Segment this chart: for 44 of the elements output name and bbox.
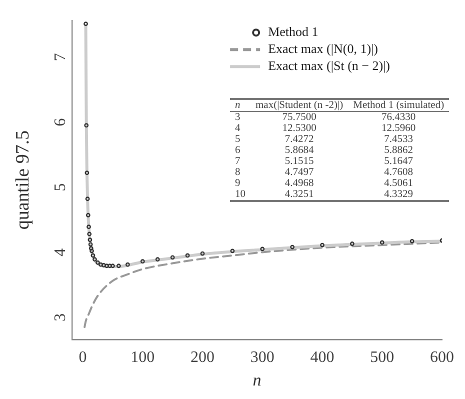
data-label: 4.3251 <box>284 189 315 201</box>
data-label: 12.5300 <box>281 123 318 134</box>
y-tick-label: 9 <box>234 178 242 189</box>
y-tick-label: 10 <box>234 189 246 201</box>
y-axis-title: n <box>234 99 242 112</box>
y-tick-label: 4 <box>52 248 70 256</box>
data-label: 5.8684 <box>284 145 315 156</box>
x-tick-label: Method 1 (simulated) <box>352 99 446 112</box>
data-label: 5.1515 <box>284 156 315 167</box>
x-axis-title: n <box>252 370 262 390</box>
x-tick-label: 200 <box>190 349 215 366</box>
data-label: 5.1647 <box>383 156 414 167</box>
x-tick-label: 100 <box>130 349 155 366</box>
y-axis-title: quantile 97.5 <box>12 130 34 230</box>
data-label: 4.7497 <box>284 167 315 178</box>
y-tick-label: 6 <box>234 145 242 156</box>
y-tick-label: 3 <box>52 313 70 322</box>
legend-label: Exact max (|N(0, 1)|) <box>268 41 378 56</box>
x-tick-label: 600 <box>430 349 454 366</box>
legend-label: Method 1 <box>268 24 318 40</box>
x-tick-label: 400 <box>310 349 334 366</box>
data-label: 4.3329 <box>383 189 414 201</box>
x-tick-label: max(|Student (n -2)|) <box>254 99 344 112</box>
data-label: 4.4968 <box>284 178 315 189</box>
data-label: 75.7500 <box>281 112 318 123</box>
x-tick-label: 0 <box>78 349 87 366</box>
y-tick-label: 7 <box>52 53 70 62</box>
data-label: 4.7608 <box>383 167 414 178</box>
data-label: 7.4533 <box>383 134 414 145</box>
y-tick-label: 6 <box>52 118 70 126</box>
y-tick-label: 5 <box>234 134 242 145</box>
x-tick-label: 300 <box>250 349 274 366</box>
data-label: 7.4272 <box>284 134 315 145</box>
data-label: 4.5061 <box>383 178 414 189</box>
legend-label: Exact max (|St (n − 2)|) <box>268 58 390 74</box>
y-tick-label: 5 <box>52 183 70 192</box>
y-tick-label: 8 <box>234 167 242 178</box>
data-label: 5.8862 <box>383 145 414 156</box>
data-label: 12.5960 <box>380 123 417 134</box>
y-tick-label: 3 <box>234 112 242 123</box>
data-label: 76.4330 <box>380 112 417 123</box>
y-tick-label: 7 <box>234 156 242 167</box>
x-tick-label: 500 <box>370 349 394 366</box>
y-tick-label: 4 <box>234 123 242 134</box>
